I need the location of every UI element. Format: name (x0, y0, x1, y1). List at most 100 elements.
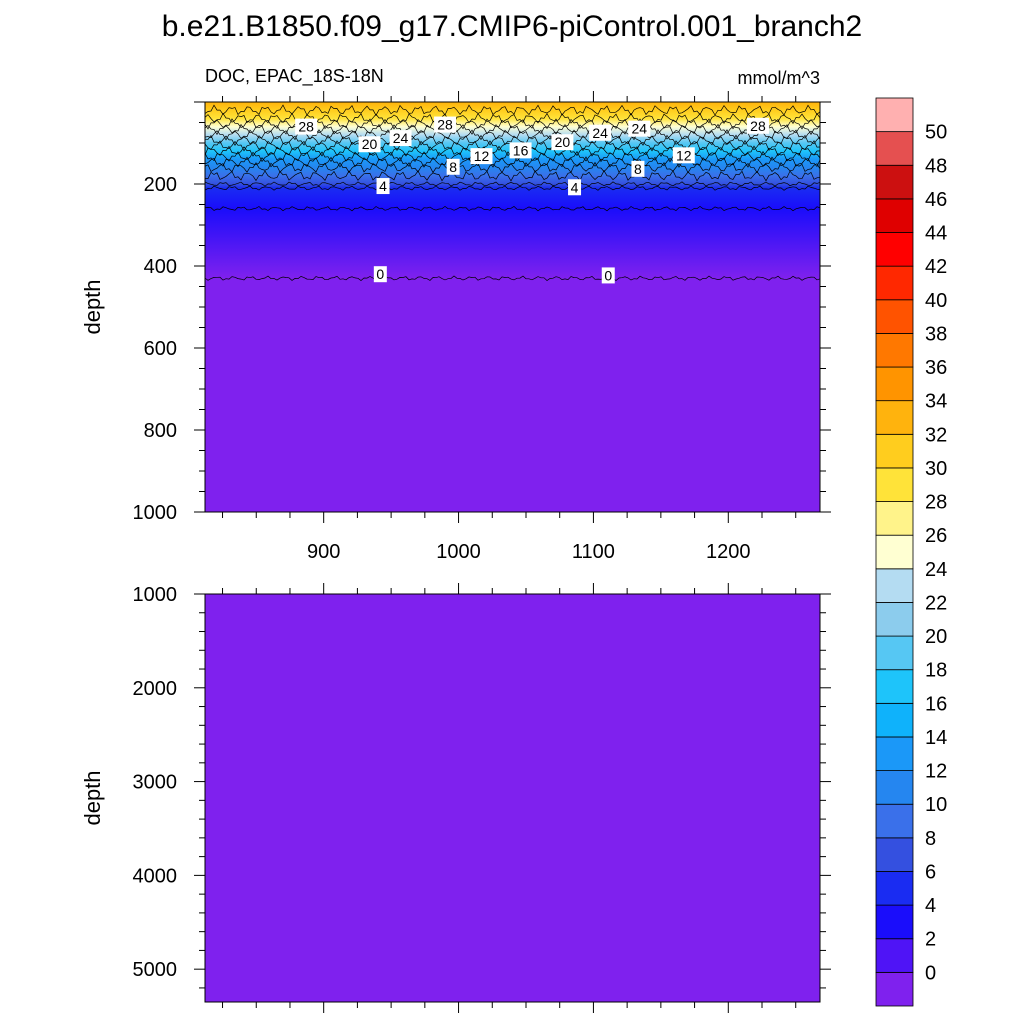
contour-label: 0 (373, 266, 387, 283)
colorbar-label: 0 (925, 962, 936, 984)
lower-frame (204, 593, 821, 1003)
colorbar-swatch (875, 904, 914, 940)
colorbar-label: 18 (925, 660, 947, 682)
contour-line (205, 161, 820, 174)
contour-label-text: 24 (592, 125, 608, 141)
colorbar: 0246810121416182022242628303234363840424… (875, 97, 947, 1007)
contour-label-box (509, 142, 532, 159)
contour-label-box (631, 160, 645, 177)
colorbar-swatch (875, 333, 914, 368)
colorbar-swatch (875, 971, 914, 1007)
lower-axes: 1000 2000 3000 4000 5000 (133, 583, 831, 1013)
colorbar-swatch (875, 265, 914, 301)
contour-label-text: 28 (298, 119, 314, 135)
contour-label: 12 (672, 147, 695, 164)
y-tick-label: 2000 (133, 678, 178, 700)
contour-label-text: 8 (449, 159, 457, 175)
contour-label-text: 28 (750, 118, 766, 134)
colorbar-label: 44 (925, 223, 947, 245)
contour-label: 24 (628, 120, 651, 137)
contour-label: 16 (509, 142, 532, 159)
contour-label-text: 0 (376, 266, 384, 282)
contour-line (205, 129, 820, 141)
y-tick-label: 3000 (133, 772, 178, 794)
lower-y-axis-label: depth (80, 770, 105, 825)
colorbar-label: 48 (925, 155, 947, 177)
colorbar-swatch (875, 467, 914, 502)
upper-contour-labels: 28 28 28 20 20 24 24 24 12 12 16 8 8 4 4 0 0 (295, 116, 769, 284)
colorbar-label: 8 (925, 828, 936, 850)
contour-label-text: 4 (379, 178, 387, 194)
colorbar-label: 30 (925, 458, 947, 480)
contour-label: 28 (746, 117, 769, 134)
contour-label: 4 (376, 178, 390, 195)
colorbar-swatch (875, 232, 914, 267)
y-tick-label: 600 (144, 338, 177, 360)
colorbar-label: 36 (925, 357, 947, 379)
contour-label: 24 (389, 130, 412, 147)
y-tick-label: 1000 (133, 502, 178, 524)
contour-label-box (589, 124, 612, 141)
x-tick-label: 900 (307, 541, 340, 563)
colorbar-swatch (875, 198, 914, 233)
contour-label: 8 (631, 160, 645, 177)
contour-label-box (628, 120, 651, 137)
colorbar-label: 6 (925, 861, 936, 883)
x-tick-label: 1100 (572, 541, 615, 563)
contour-label-text: 0 (604, 267, 612, 283)
contour-label-box (376, 178, 390, 195)
y-tick-label: 5000 (133, 959, 178, 981)
x-tick-label: 1000 (436, 541, 481, 563)
y-tick-label: 400 (144, 256, 177, 278)
colorbar-label: 22 (925, 592, 947, 614)
contour-label: 4 (568, 179, 582, 196)
colorbar-label: 32 (925, 424, 947, 446)
contour-label-box (601, 267, 615, 284)
colorbar-label: 28 (925, 492, 947, 514)
contour-label-text: 28 (437, 117, 453, 133)
contour-label-box (746, 117, 769, 134)
colorbar-swatch (875, 871, 914, 906)
colorbar-label: 2 (925, 929, 936, 951)
colorbar-label: 42 (925, 256, 947, 278)
contour-label: 0 (601, 267, 615, 284)
colorbar-label: 50 (925, 122, 947, 144)
contour-line (205, 275, 820, 281)
colorbar-label: 26 (925, 525, 947, 547)
colorbar-label: 10 (925, 794, 947, 816)
colorbar-swatch (875, 131, 914, 166)
contour-label-text: 8 (634, 161, 642, 177)
colorbar-swatch (875, 770, 914, 805)
contour-label-box (373, 266, 387, 283)
chart-subtitle-right: mmol/m^3 (738, 68, 820, 88)
colorbar-label: 46 (925, 189, 947, 211)
colorbar-label: 40 (925, 290, 947, 312)
colorbar-label: 38 (925, 323, 947, 345)
colorbar-label: 4 (925, 895, 936, 917)
contour-label-box (551, 134, 574, 151)
contour-line (205, 134, 820, 147)
y-tick-label: 4000 (133, 865, 178, 887)
contour-label-box (358, 136, 381, 153)
x-tick-label: 1200 (706, 541, 751, 563)
contour-line (205, 181, 820, 187)
contour-label-text: 24 (393, 130, 409, 146)
contour-label: 24 (589, 124, 612, 141)
contour-line (205, 185, 820, 191)
contour-label: 28 (434, 116, 457, 133)
colorbar-swatch (875, 803, 914, 839)
colorbar-label: 20 (925, 626, 947, 648)
contour-label: 20 (551, 134, 574, 151)
upper-field (205, 102, 820, 512)
colorbar-label: 14 (925, 727, 947, 749)
colorbar-swatch (875, 164, 914, 200)
colorbar-swatch (875, 299, 914, 334)
contour-label-box (434, 116, 457, 133)
chart-subtitle-left: DOC, EPAC_18S-18N (205, 66, 384, 87)
contour-label-text: 12 (676, 147, 692, 163)
upper-y-axis-label: depth (80, 279, 105, 334)
colorbar-label: 12 (925, 761, 947, 783)
colorbar-swatch (875, 534, 914, 570)
colorbar-label: 24 (925, 559, 947, 581)
contour-label-box (446, 158, 460, 175)
